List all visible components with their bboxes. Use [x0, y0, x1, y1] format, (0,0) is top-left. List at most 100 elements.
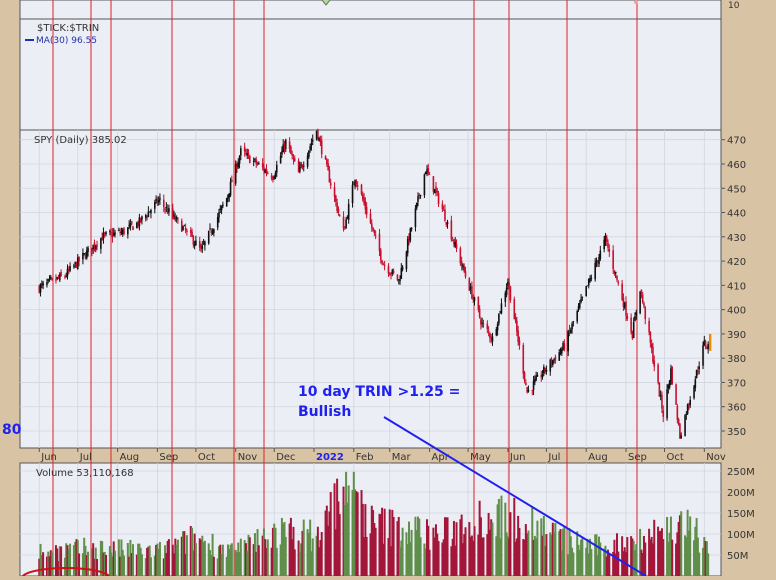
volume-bar: [164, 545, 167, 576]
price-candle-body: [101, 237, 103, 241]
volume-bar: [122, 555, 125, 576]
price-candle-body: [480, 319, 482, 325]
price-candle-body: [299, 167, 301, 172]
month-tick-label: Feb: [356, 452, 374, 463]
volume-bar: [171, 544, 174, 576]
volume-bar: [648, 528, 651, 576]
price-candle-body: [450, 220, 453, 240]
price-candle-body: [641, 294, 644, 303]
price-candle-body: [76, 257, 79, 270]
volume-bar: [343, 504, 346, 576]
price-tick-label: 390: [727, 330, 746, 341]
price-candle-body: [486, 323, 489, 330]
price-candle-body: [148, 211, 151, 213]
price-candle-body: [454, 241, 457, 247]
volume-bar: [126, 543, 129, 576]
volume-bar: [687, 530, 690, 576]
price-candle-body: [246, 153, 249, 156]
price-candle-body: [667, 385, 670, 389]
volume-bar: [514, 541, 517, 576]
price-candle-body: [406, 238, 409, 254]
volume-bar: [158, 542, 161, 576]
price-candle-body: [218, 212, 220, 218]
volume-bar: [38, 558, 41, 576]
volume-bar: [612, 551, 615, 576]
volume-bar: [455, 522, 458, 576]
price-candle-body: [607, 242, 609, 249]
price-candle-body: [57, 277, 60, 279]
price-candle-body: [198, 241, 201, 248]
volume-bar: [410, 529, 413, 576]
volume-bar: [291, 539, 294, 576]
price-candle-body: [698, 366, 700, 370]
volume-bar: [577, 544, 580, 576]
price-candle-body: [129, 223, 132, 228]
volume-bar: [83, 537, 86, 576]
month-tick-label: Oct: [667, 452, 684, 463]
price-candle-body: [84, 255, 87, 259]
volume-tick-label: 50M: [727, 551, 748, 562]
volume-bar: [523, 539, 526, 576]
price-candle-body: [309, 146, 311, 150]
price-candle-body: [127, 227, 129, 235]
volume-bar: [469, 536, 472, 576]
price-candle-body: [572, 321, 575, 323]
price-candle-body: [120, 231, 123, 234]
price-candle-body: [138, 217, 141, 227]
volume-bar: [491, 522, 494, 576]
volume-bar: [630, 536, 633, 576]
volume-bar: [536, 520, 539, 576]
volume-bar: [40, 555, 43, 576]
volume-bar: [117, 539, 120, 576]
price-candle-body: [626, 316, 629, 319]
volume-bar: [671, 539, 674, 576]
price-candle-body: [500, 303, 503, 314]
volume-tick-label: 200M: [727, 488, 755, 499]
price-candle-body: [318, 138, 320, 141]
volume-bar: [585, 547, 588, 576]
volume-bar: [500, 495, 503, 576]
price-candle-body: [478, 308, 481, 318]
price-candle-body: [121, 229, 124, 234]
price-candle-body: [409, 228, 412, 241]
volume-bar: [230, 543, 233, 576]
price-candle-body: [684, 415, 686, 436]
price-candle-body: [657, 364, 659, 383]
price-candle-body: [571, 323, 573, 330]
volume-bar: [273, 523, 276, 576]
price-candle-body: [274, 173, 277, 179]
price-candle-body: [535, 376, 537, 381]
price-candle-body: [695, 369, 698, 378]
price-candle-body: [236, 165, 238, 169]
price-candle-body: [291, 153, 293, 156]
price-candle-body: [345, 219, 347, 228]
volume-bar: [352, 471, 355, 576]
volume-bar: [51, 552, 54, 576]
price-candle-body: [649, 331, 652, 343]
volume-bar: [237, 542, 240, 576]
price-candle-body: [317, 129, 319, 140]
volume-bar: [351, 489, 354, 576]
volume-bar: [157, 548, 160, 576]
price-candle-body: [191, 231, 193, 237]
price-candle-body: [517, 330, 519, 342]
volume-bar: [175, 544, 178, 576]
price-candle-body: [451, 240, 454, 241]
price-candle-body: [320, 140, 323, 155]
price-candle-body: [468, 278, 471, 291]
price-candle-body: [356, 185, 359, 187]
price-tick-label: 440: [727, 209, 746, 220]
volume-bar: [329, 492, 332, 576]
price-candle-body: [504, 292, 507, 302]
volume-bar: [266, 539, 269, 576]
price-candle-body: [388, 274, 391, 276]
price-candle-body: [155, 198, 157, 201]
volume-bar: [452, 520, 455, 576]
price-candle-body: [363, 197, 365, 204]
volume-bar: [675, 543, 678, 576]
volume-bar: [662, 539, 665, 576]
volume-bar: [81, 553, 84, 576]
price-candle-body: [635, 312, 638, 315]
volume-bar: [677, 521, 680, 576]
price-candle-body: [459, 248, 462, 264]
